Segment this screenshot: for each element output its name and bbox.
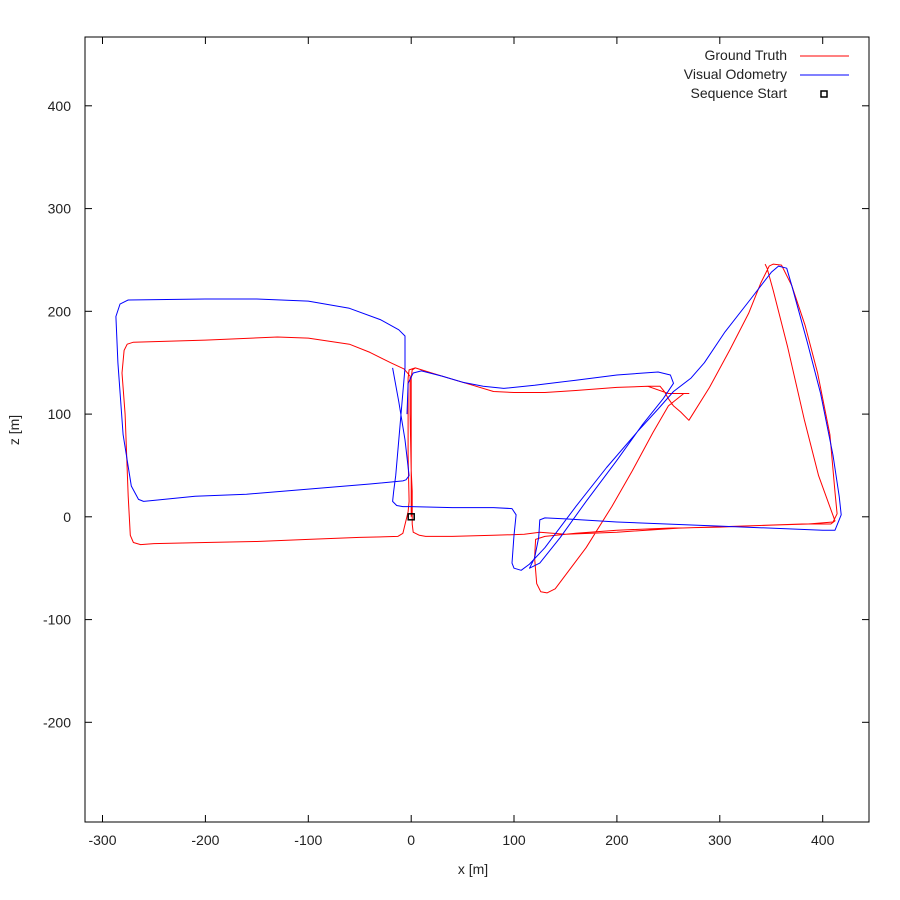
y-tick-label: -100 [43, 612, 71, 628]
y-tick-label: 0 [63, 509, 71, 525]
x-tick-label: 200 [605, 832, 629, 848]
plot-curves [115, 263, 842, 594]
axis-ticks: -300 -200 -100 0 100 200 300 400 -200 -100 0 100 200… [43, 37, 869, 848]
y-axis-title: z [m] [6, 415, 22, 445]
y-tick-label: 200 [48, 303, 72, 319]
visual-odometry-line [115, 265, 842, 571]
legend-label-sequence-start: Sequence Start [690, 85, 787, 101]
legend-swatch-sequence-start [820, 90, 828, 98]
legend-label-ground-truth: Ground Truth [705, 47, 788, 63]
plot-frame [84, 36, 870, 823]
sequence-start-marker [407, 513, 415, 521]
x-tick-label: 300 [708, 832, 732, 848]
x-tick-label: -300 [88, 832, 116, 848]
ground-truth-line [121, 263, 838, 594]
x-tick-label: -200 [191, 832, 219, 848]
y-tick-label: 100 [48, 406, 72, 422]
y-tick-label: 400 [48, 98, 72, 114]
legend: Ground Truth Visual Odometry Sequence St… [684, 47, 849, 101]
plot-markers [407, 513, 415, 521]
legend-label-visual-odometry: Visual Odometry [684, 66, 787, 82]
x-tick-label: -100 [294, 832, 322, 848]
x-tick-label: 100 [502, 832, 526, 848]
y-tick-label: -200 [43, 714, 71, 730]
x-tick-label: 400 [811, 832, 835, 848]
x-axis-title: x [m] [458, 861, 488, 877]
y-tick-label: 300 [48, 201, 72, 217]
x-tick-label: 0 [407, 832, 415, 848]
